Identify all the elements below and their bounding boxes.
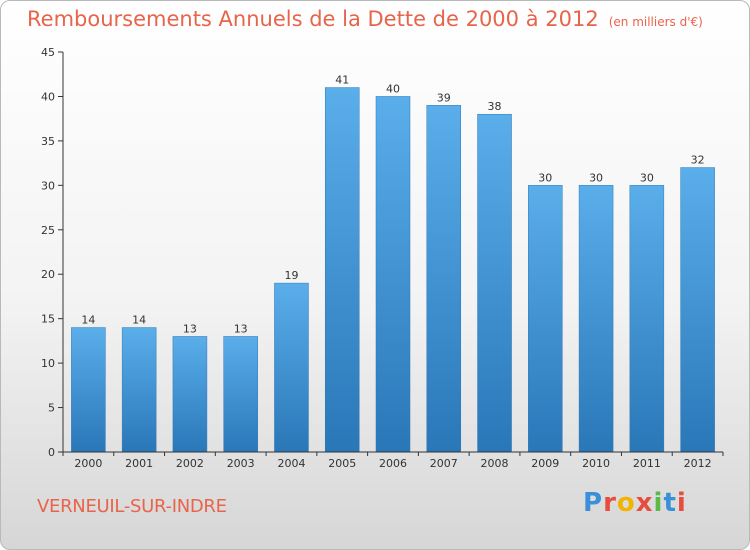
axes-group: 2000 2001 2002 2003 2004 2005 2006 2007 2008 2009… (41, 46, 724, 470)
proxiti-logo: Proxiti (583, 488, 687, 518)
x-tick-label-2012: 2012 (684, 457, 712, 470)
data-label-2009: 30 (538, 171, 552, 184)
bar-2005 (324, 87, 360, 453)
bar-2008 (477, 113, 512, 453)
x-tick-label-2007: 2007 (430, 457, 458, 470)
y-tick-label-10: 10 (41, 357, 55, 370)
bar-2012 (680, 167, 715, 453)
logo-letter: r (603, 488, 617, 518)
data-label-2010: 30 (589, 171, 603, 184)
data-label-2011: 30 (640, 171, 654, 184)
y-tick-label-15: 15 (41, 313, 55, 326)
chart-title-block: Remboursements Annuels de la Dette de 20… (27, 7, 703, 31)
city-name: VERNEUIL-SUR-INDRE (37, 496, 227, 517)
logo-letter: i (653, 488, 664, 518)
bar-2000 (71, 327, 106, 453)
x-tick-label-2002: 2002 (176, 457, 204, 470)
data-label-2000: 14 (81, 314, 95, 327)
logo-letter: o (616, 488, 636, 518)
logo-letter: P (583, 488, 604, 518)
data-label-2003: 13 (234, 322, 248, 335)
bar-2001 (121, 327, 157, 453)
bar-2011 (629, 185, 665, 453)
y-tick-label-30: 30 (41, 179, 55, 192)
y-tick-label-40: 40 (41, 90, 55, 103)
x-tick-label-2009: 2009 (531, 457, 559, 470)
data-labels-group: 14 14 13 13 19 41 40 39 38 30 30 30 32 (81, 74, 704, 336)
x-tick-label-2004: 2004 (277, 457, 305, 470)
bar-2003 (223, 336, 258, 453)
bar-2006 (375, 96, 411, 453)
x-tick-label-2006: 2006 (379, 457, 407, 470)
chart-unit-label: (en milliers d'€) (608, 15, 703, 29)
data-label-2006: 40 (386, 82, 400, 95)
data-label-2004: 19 (284, 269, 298, 282)
bar-2010 (578, 185, 614, 453)
y-tick-label-25: 25 (41, 224, 55, 237)
bars-group (71, 87, 715, 453)
logo-letter: t (663, 488, 677, 518)
bar-2004 (274, 282, 309, 453)
x-tick-label-2001: 2001 (125, 457, 153, 470)
bar-2002 (172, 336, 208, 453)
x-tick-label-2003: 2003 (227, 457, 255, 470)
x-tick-label-2011: 2011 (633, 457, 661, 470)
data-label-2008: 38 (488, 100, 502, 113)
data-label-2005: 41 (335, 74, 349, 87)
data-label-2002: 13 (183, 322, 197, 335)
x-tick-label-2000: 2000 (74, 457, 102, 470)
y-tick-label-20: 20 (41, 268, 55, 281)
data-label-2001: 14 (132, 314, 146, 327)
bar-2009 (528, 185, 563, 453)
data-label-2012: 32 (691, 154, 705, 167)
y-tick-label-45: 45 (41, 46, 55, 59)
y-tick-label-0: 0 (48, 446, 55, 459)
chart-title: Remboursements Annuels de la Dette de 20… (27, 7, 599, 31)
logo-letter: x (635, 488, 654, 518)
y-tick-label-5: 5 (48, 402, 55, 415)
bar-2007 (426, 105, 462, 453)
logo-letter: i (676, 488, 687, 518)
x-tick-label-2008: 2008 (481, 457, 509, 470)
y-tick-label-35: 35 (41, 135, 55, 148)
x-tick-label-2005: 2005 (328, 457, 356, 470)
data-label-2007: 39 (437, 91, 451, 104)
x-tick-label-2010: 2010 (582, 457, 610, 470)
